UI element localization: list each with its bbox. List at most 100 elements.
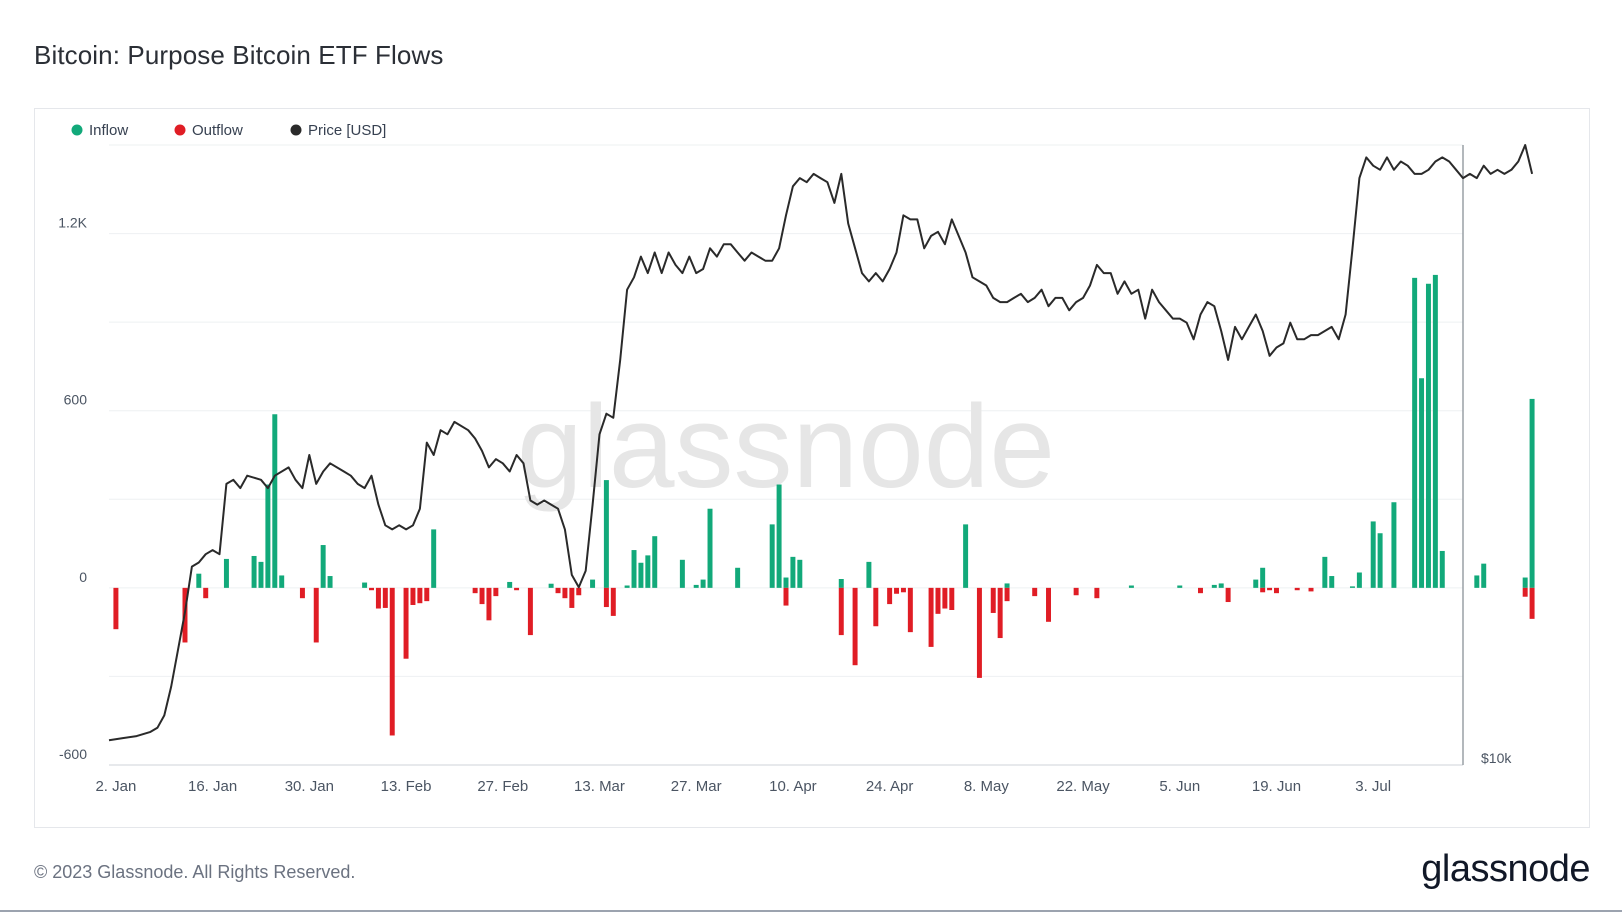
outflow-bar <box>382 587 388 608</box>
outflow-bar <box>976 587 982 678</box>
outflow-bar <box>990 587 996 613</box>
inflow-bar <box>1253 579 1259 588</box>
outflow-bar <box>1522 587 1528 597</box>
x-tick-label: 27. Mar <box>671 778 722 795</box>
x-tick-label: 10. Apr <box>769 778 817 795</box>
outflow-bar <box>783 587 789 606</box>
outflow-bar <box>1225 587 1231 603</box>
outflow-bar <box>900 587 906 593</box>
brand-logo: glassnode <box>1421 848 1590 890</box>
inflow-bar <box>1432 274 1438 588</box>
outflow-bar <box>838 587 844 636</box>
y-right-tick-label: $10k <box>1481 750 1512 766</box>
x-tick-label: 3. Jul <box>1355 778 1391 795</box>
inflow-bar <box>1128 585 1134 588</box>
inflow-bar <box>624 585 630 588</box>
y-tick-label: 600 <box>64 392 88 408</box>
inflow-bar <box>1419 378 1425 588</box>
outflow-bar <box>113 587 119 630</box>
legend-inflow-label: Inflow <box>89 122 128 139</box>
outflow-bar <box>369 587 374 591</box>
outflow-bar <box>555 587 561 594</box>
inflow-bar <box>1474 575 1480 588</box>
outflow-bar <box>403 587 409 659</box>
outflow-bar <box>493 587 499 597</box>
outflow-bar <box>389 587 395 736</box>
legend-price-label: Price [USD] <box>308 122 386 139</box>
inflow-bar <box>258 561 264 588</box>
outflow-bar <box>894 587 900 594</box>
outflow-bar <box>514 587 520 591</box>
outflow-bar <box>928 587 934 647</box>
inflow-bar <box>507 581 513 588</box>
y-tick-label: -600 <box>59 746 87 762</box>
inflow-bar <box>1425 283 1431 588</box>
outflow-bar <box>1529 587 1535 619</box>
inflow-bar <box>1260 567 1266 588</box>
outflow-bar <box>479 587 485 605</box>
inflow-bar <box>272 414 278 588</box>
inflow-bar <box>265 484 271 588</box>
inflow-bar <box>652 536 658 588</box>
inflow-bar <box>1329 576 1335 588</box>
outflow-bar <box>375 587 381 609</box>
inflow-bar <box>700 579 706 588</box>
inflow-bar <box>431 529 437 588</box>
inflow-bar <box>320 545 326 588</box>
inflow-bar <box>638 562 644 588</box>
inflow-bar <box>1211 584 1217 588</box>
outflow-bar <box>562 587 568 599</box>
inflow-bar <box>1522 577 1528 588</box>
inflow-bar <box>693 584 699 588</box>
inflow-bar <box>866 561 872 588</box>
x-tick-label: 2. Jan <box>95 778 136 795</box>
y-tick-label: 0 <box>79 569 87 585</box>
inflow-bar <box>548 583 554 588</box>
price-line <box>108 144 1534 742</box>
outflow-bar <box>417 587 423 604</box>
outflow-bar <box>1308 587 1314 592</box>
outflow-bar <box>472 587 478 594</box>
outflow-bar <box>1094 587 1100 599</box>
inflow-bar <box>776 484 782 588</box>
inflow-bar <box>1439 550 1445 588</box>
inflow-bar <box>1412 277 1418 588</box>
legend-outflow-label: Outflow <box>192 122 243 139</box>
inflow-bar <box>838 579 844 588</box>
inflow-bar <box>1529 398 1535 588</box>
inflow-bar <box>1349 586 1355 588</box>
inflow-bar <box>1177 585 1183 588</box>
inflow-bar <box>1370 521 1376 588</box>
outflow-bar <box>299 587 305 599</box>
inflow-bar <box>1322 556 1328 588</box>
outflow-bar <box>997 587 1003 639</box>
legend-outflow-swatch <box>174 124 186 136</box>
outflow-bar <box>610 587 616 616</box>
x-tick-label: 30. Jan <box>285 778 334 795</box>
inflow-bar <box>707 508 713 588</box>
outflow-bar <box>203 587 209 599</box>
x-tick-label: 13. Mar <box>574 778 625 795</box>
outflow-bar <box>907 587 913 633</box>
inflow-bar <box>327 576 333 588</box>
x-tick-label: 16. Jan <box>188 778 237 795</box>
inflow-bar <box>603 480 609 588</box>
inflow-bar <box>1004 583 1010 588</box>
x-tick-label: 5. Jun <box>1159 778 1200 795</box>
inflow-bar <box>1356 572 1362 588</box>
copyright-text: © 2023 Glassnode. All Rights Reserved. <box>34 862 356 882</box>
outflow-bar <box>1267 587 1273 591</box>
outflow-bar <box>410 587 416 605</box>
outflow-bar <box>935 587 941 614</box>
inflow-bar <box>251 555 257 588</box>
inflow-bar <box>790 556 796 588</box>
legend-price-swatch <box>290 124 302 136</box>
outflow-bar <box>603 587 609 608</box>
outflow-bar <box>569 587 575 608</box>
page-title: Bitcoin: Purpose Bitcoin ETF Flows <box>34 40 444 70</box>
outflow-bar <box>527 587 533 636</box>
inflow-bar <box>645 555 651 588</box>
outflow-bar <box>1198 587 1203 594</box>
outflow-bar <box>1273 587 1279 594</box>
